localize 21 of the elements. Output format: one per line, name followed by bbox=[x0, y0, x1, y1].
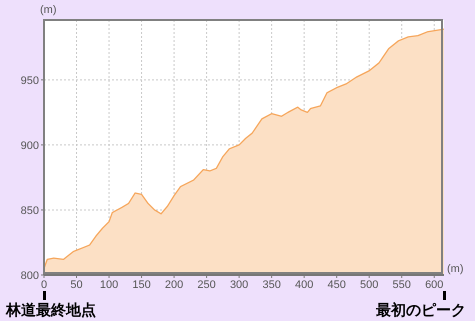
x-tick-label: 600 bbox=[425, 278, 444, 291]
x-tick-label: 500 bbox=[360, 278, 378, 291]
y-tick-label: 900 bbox=[20, 140, 39, 152]
x-tick-label: 50 bbox=[70, 278, 83, 291]
text: 最初のピーク bbox=[376, 301, 466, 320]
y-tick-label: 950 bbox=[20, 74, 39, 87]
x-tick-label: 100 bbox=[100, 278, 118, 291]
x-axis-title: (m) bbox=[447, 263, 464, 275]
x-tick-label: 0 bbox=[40, 278, 48, 291]
x-tick-label: 250 bbox=[197, 278, 216, 291]
y-tick-label: 850 bbox=[20, 204, 39, 217]
text: 林道最終地点 bbox=[6, 301, 96, 320]
x-tick-label: 550 bbox=[392, 278, 411, 291]
x-tick-label: 400 bbox=[294, 278, 314, 291]
x-tick-label: 350 bbox=[262, 278, 281, 291]
x-tick-label: 200 bbox=[164, 278, 184, 291]
y-tick-label: 800 bbox=[20, 270, 39, 282]
x-tick-label: 150 bbox=[132, 278, 151, 291]
x-tick-label: 450 bbox=[328, 278, 346, 291]
y-axis-title: (m) bbox=[40, 4, 56, 16]
x-tick-label: 300 bbox=[230, 278, 248, 291]
